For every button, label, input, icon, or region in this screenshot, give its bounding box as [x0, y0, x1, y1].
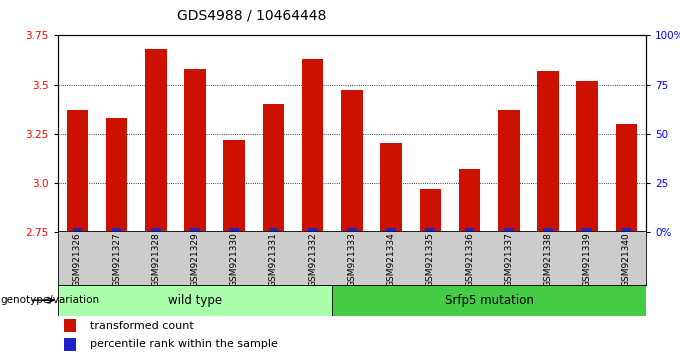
FancyBboxPatch shape	[333, 285, 646, 316]
Bar	[504, 228, 513, 232]
Bar	[622, 228, 631, 232]
Bar	[341, 90, 362, 232]
Text: GSM921326: GSM921326	[73, 232, 82, 287]
Text: GSM921327: GSM921327	[112, 232, 121, 287]
Text: GSM921336: GSM921336	[465, 232, 474, 287]
Bar	[229, 228, 239, 232]
Bar	[386, 228, 396, 232]
Bar	[537, 71, 559, 232]
Bar	[308, 228, 318, 232]
Text: GSM921340: GSM921340	[622, 232, 631, 287]
Bar	[426, 228, 435, 232]
Text: GSM921331: GSM921331	[269, 232, 278, 287]
Bar	[302, 59, 324, 232]
Text: wild type: wild type	[168, 294, 222, 307]
Text: GSM921330: GSM921330	[230, 232, 239, 287]
Bar	[145, 49, 167, 232]
Bar	[615, 124, 637, 232]
Bar	[459, 169, 480, 232]
Bar	[464, 228, 475, 232]
Bar	[106, 118, 127, 232]
Bar	[420, 189, 441, 232]
Bar	[151, 228, 160, 232]
Text: GSM921339: GSM921339	[583, 232, 592, 287]
Text: GSM921329: GSM921329	[190, 232, 199, 287]
Bar	[543, 228, 553, 232]
Text: GSM921337: GSM921337	[505, 232, 513, 287]
Bar	[64, 338, 76, 351]
Text: Srfp5 mutation: Srfp5 mutation	[445, 294, 534, 307]
Bar	[262, 104, 284, 232]
Text: GSM921332: GSM921332	[308, 232, 317, 287]
Text: GSM921333: GSM921333	[347, 232, 356, 287]
Text: GSM921328: GSM921328	[152, 232, 160, 287]
Text: GDS4988 / 10464448: GDS4988 / 10464448	[177, 9, 326, 23]
Bar	[347, 228, 357, 232]
Bar	[184, 69, 206, 232]
Bar	[498, 110, 520, 232]
Bar	[380, 143, 402, 232]
Bar	[112, 228, 122, 232]
Bar	[577, 81, 598, 232]
Bar	[73, 228, 82, 232]
Text: transformed count: transformed count	[90, 321, 194, 331]
Text: genotype/variation: genotype/variation	[1, 295, 100, 305]
Text: GSM921338: GSM921338	[543, 232, 552, 287]
Bar	[582, 228, 592, 232]
Bar	[190, 228, 200, 232]
Bar	[64, 319, 76, 332]
Bar	[224, 139, 245, 232]
Text: GSM921334: GSM921334	[387, 232, 396, 287]
Bar	[269, 228, 278, 232]
Text: percentile rank within the sample: percentile rank within the sample	[90, 339, 278, 349]
Bar	[67, 110, 88, 232]
FancyBboxPatch shape	[58, 285, 333, 316]
Text: GSM921335: GSM921335	[426, 232, 435, 287]
